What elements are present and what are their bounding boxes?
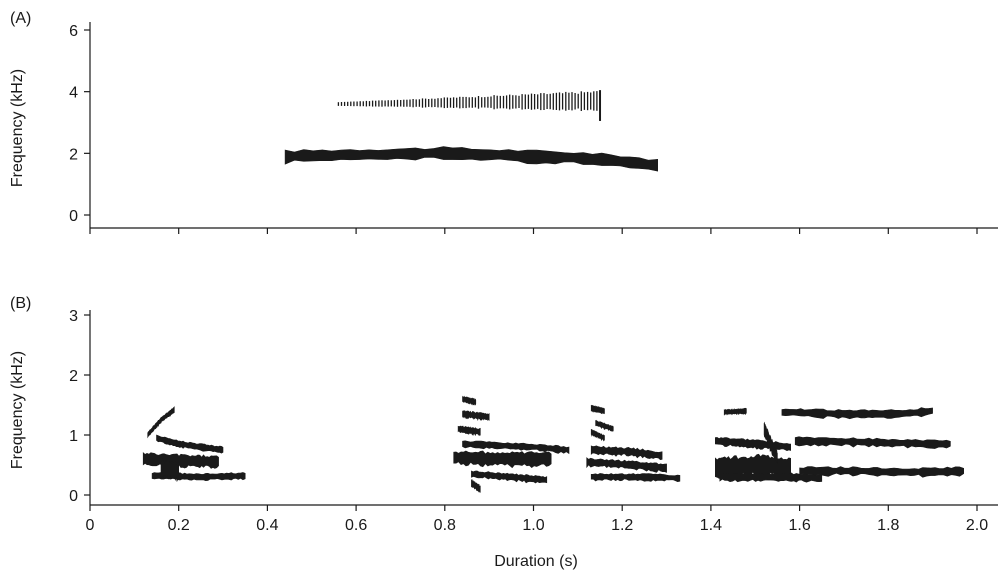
panel-b-band-17 — [590, 473, 681, 483]
panel-b-xtick-label: 0 — [86, 517, 95, 534]
panel-b-y-ticks: 0 1 2 3 — [69, 308, 90, 505]
panel-a-ylabel: Frequency (kHz) — [9, 69, 26, 187]
panel-b-band-10 — [471, 470, 548, 484]
panel-b: (B) Frequency (kHz) 0 1 2 3 0 0.2 0.4 0.6 0.8 1.… — [9, 295, 998, 570]
panel-b-band-5 — [462, 395, 477, 406]
panel-b-band-18 — [723, 407, 747, 416]
panel-b-xtick-label: 2.0 — [966, 517, 988, 534]
panel-b-band-14 — [590, 429, 605, 442]
panel-b-band-15 — [590, 445, 663, 461]
panel-b-band-19 — [714, 437, 792, 452]
panel-b-xtick-label: 0.2 — [168, 517, 190, 534]
panel-b-xtick-label: 0.8 — [434, 517, 456, 534]
panel-b-band-0 — [147, 406, 175, 439]
panel-a-ytick-label: 4 — [69, 85, 78, 102]
panel-b-xlabel: Duration (s) — [494, 553, 578, 570]
panel-a: (A) Frequency (kHz) 0 2 4 6 — [9, 10, 998, 234]
panel-a-marks — [284, 90, 659, 172]
panel-b-band-4 — [160, 458, 179, 482]
panel-b-band-16 — [586, 457, 667, 473]
panel-b-band-9 — [453, 450, 552, 469]
panel-b-band-13 — [595, 419, 614, 432]
panel-b-ytick-label: 0 — [69, 488, 78, 505]
panel-b-ytick-label: 2 — [69, 368, 78, 385]
panel-b-xtick-label: 0.6 — [345, 517, 367, 534]
panel-a-band-0 — [284, 146, 659, 172]
panel-b-ytick-label: 1 — [69, 428, 78, 445]
panel-a-y-ticks: 0 2 4 6 — [69, 23, 90, 225]
panel-b-band-21 — [719, 472, 823, 483]
panel-b-xtick-label: 1.2 — [611, 517, 633, 534]
panel-a-ytick-label: 2 — [69, 146, 78, 163]
panel-b-band-25 — [763, 421, 778, 465]
panel-a-label: (A) — [10, 10, 31, 27]
panel-b-marks — [142, 395, 965, 493]
panel-b-xtick-label: 1.6 — [788, 517, 810, 534]
panel-b-xtick-label: 1.8 — [877, 517, 899, 534]
panel-a-ytick-label: 6 — [69, 23, 78, 40]
panel-b-band-24 — [799, 466, 965, 478]
panel-a-x-ticks — [89, 228, 978, 234]
panel-b-band-22 — [781, 407, 933, 420]
panel-b-band-11 — [471, 479, 481, 493]
panel-b-band-12 — [590, 404, 605, 415]
panel-b-band-2 — [142, 452, 219, 469]
panel-b-ylabel: Frequency (kHz) — [9, 351, 26, 469]
panel-b-band-1 — [156, 434, 224, 454]
panel-b-ytick-label: 3 — [69, 308, 78, 325]
panel-b-band-6 — [462, 410, 490, 422]
panel-b-xtick-label: 1.0 — [522, 517, 544, 534]
panel-b-band-8 — [462, 440, 570, 455]
panel-b-xtick-label: 1.4 — [700, 517, 722, 534]
panel-a-ytick-label: 0 — [69, 208, 78, 225]
panel-b-band-7 — [457, 425, 481, 437]
panel-b-band-23 — [794, 436, 951, 449]
panel-b-x-ticks: 0 0.2 0.4 0.6 0.8 1.0 1.2 1.4 1.6 1.8 2.0 — [86, 505, 988, 534]
panel-b-label: (B) — [10, 295, 31, 312]
panel-b-xtick-label: 0.4 — [256, 517, 278, 534]
